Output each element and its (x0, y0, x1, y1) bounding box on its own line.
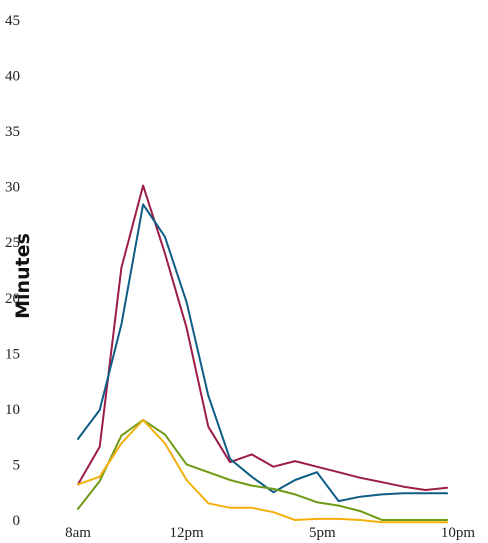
x-tick-label: 10pm (441, 525, 476, 541)
y-axis-label: Minutes (12, 233, 34, 319)
series-line-3 (77, 419, 449, 521)
x-tick-label: 5pm (309, 525, 336, 541)
y-tick-label: 25 (5, 235, 20, 251)
x-tick-label: 8am (65, 525, 91, 541)
x-tick-label: 12pm (169, 525, 204, 541)
y-tick-label: 35 (5, 124, 20, 140)
x-axis-ticks: 8am 12pm 5pm 10pm (65, 525, 475, 541)
y-tick-label: 40 (5, 69, 20, 85)
y-tick-label: 0 (13, 513, 21, 529)
series-line-1 (77, 184, 449, 491)
y-tick-label: 10 (5, 402, 20, 418)
series-line-2 (77, 203, 449, 503)
y-tick-label: 30 (5, 180, 20, 196)
y-tick-label: 15 (5, 346, 20, 362)
y-tick-label: 5 (13, 457, 21, 473)
y-axis-ticks: 0 5 10 15 20 25 30 35 40 45 (5, 13, 20, 529)
series-lines (77, 184, 449, 524)
y-tick-label: 45 (5, 13, 20, 29)
series-line-4 (77, 419, 449, 524)
y-tick-label: 20 (5, 291, 20, 307)
